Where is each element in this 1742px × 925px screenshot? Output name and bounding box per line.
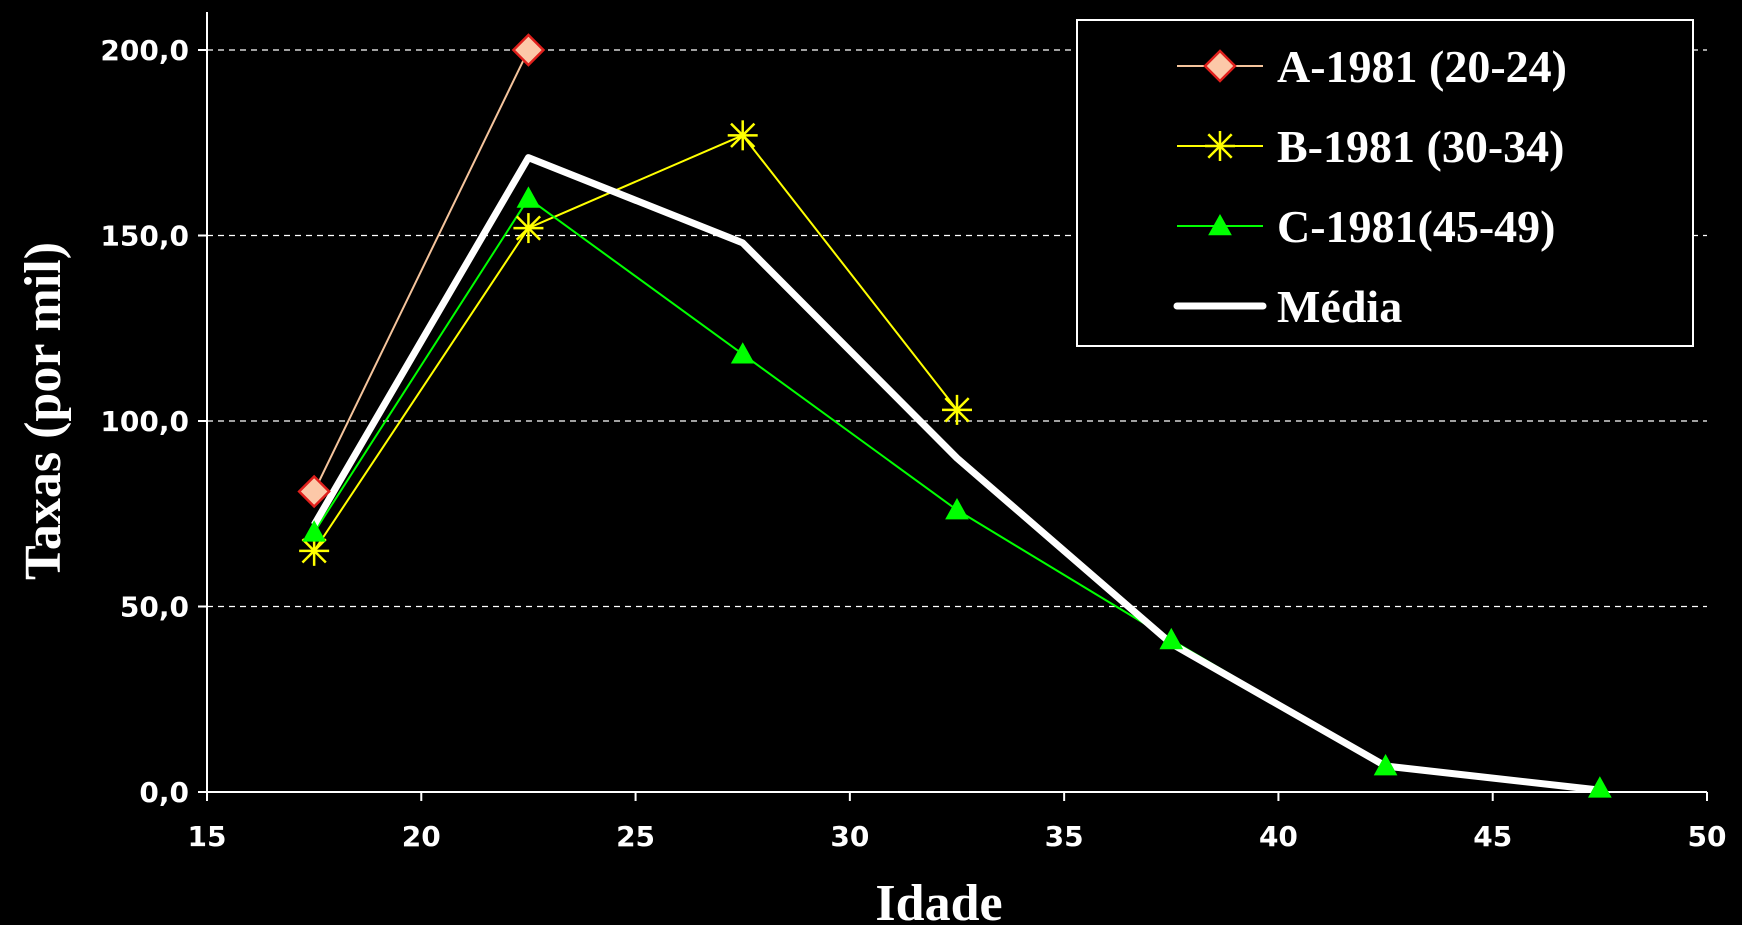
- x-tick-label: 50: [1688, 820, 1727, 853]
- y-tick-label: 50,0: [120, 591, 189, 624]
- asterisk-stroke: [515, 215, 542, 241]
- x-axis-title: Idade: [875, 875, 1002, 925]
- data-point: [297, 474, 331, 509]
- legend-label: B-1981 (30-34): [1277, 121, 1564, 172]
- x-tick-label: 15: [188, 820, 227, 853]
- x-tick-label: 30: [830, 820, 869, 853]
- data-point: [727, 120, 758, 151]
- x-tick-label: 25: [616, 820, 655, 853]
- legend-item: B-1981 (30-34): [1177, 121, 1564, 172]
- data-point: [1159, 627, 1184, 650]
- data-point: [516, 186, 541, 208]
- data-point: [1373, 754, 1398, 776]
- asterisk-stroke: [730, 122, 756, 148]
- data-point: [730, 342, 755, 364]
- legend-marker: [1205, 131, 1235, 161]
- tick-labels: 0,0 50,0 100,0 150,0 200,0 15 20 25 30 35 40 45 50: [100, 34, 1726, 853]
- legend-item: C-1981(45-49): [1177, 201, 1556, 252]
- y-tick-label: 100,0: [100, 405, 189, 438]
- legend-item: Média: [1173, 281, 1402, 332]
- legend-label: Média: [1277, 281, 1402, 332]
- legend-label: C-1981(45-49): [1277, 201, 1556, 252]
- series-markers: [297, 33, 1612, 798]
- series-line: [313, 49, 530, 492]
- data-point: [302, 520, 326, 542]
- legend: A-1981 (20-24) B-1981 (30-34) C-1981(45-49…: [1076, 19, 1694, 347]
- x-tick-label: 45: [1473, 820, 1512, 853]
- axes: [198, 12, 1708, 801]
- series-line: [313, 134, 958, 552]
- data-point: [942, 394, 972, 425]
- asterisk-stroke: [301, 538, 327, 564]
- y-tick-label: 150,0: [100, 220, 189, 253]
- data-point: [511, 33, 546, 67]
- asterisk-stroke: [944, 397, 970, 423]
- legend-items: A-1981 (20-24) B-1981 (30-34) C-1981(45-49…: [1173, 41, 1567, 332]
- data-point: [1588, 776, 1612, 798]
- data-point: [945, 498, 969, 520]
- legend-item: A-1981 (20-24): [1177, 41, 1567, 92]
- legend-box: [1076, 19, 1694, 347]
- x-tick-label: 40: [1259, 820, 1298, 853]
- asterisk-stroke: [1207, 133, 1233, 159]
- legend-marker: [1203, 49, 1237, 83]
- x-tick-label: 20: [402, 820, 441, 853]
- legend-marker: [1208, 213, 1232, 236]
- y-tick-label: 0,0: [139, 776, 189, 809]
- y-tick-label: 200,0: [100, 34, 189, 67]
- y-axis-title: Taxas (por mil): [15, 242, 72, 580]
- legend-label: A-1981 (20-24): [1277, 41, 1567, 92]
- x-tick-label: 35: [1045, 820, 1084, 853]
- data-point: [513, 213, 544, 244]
